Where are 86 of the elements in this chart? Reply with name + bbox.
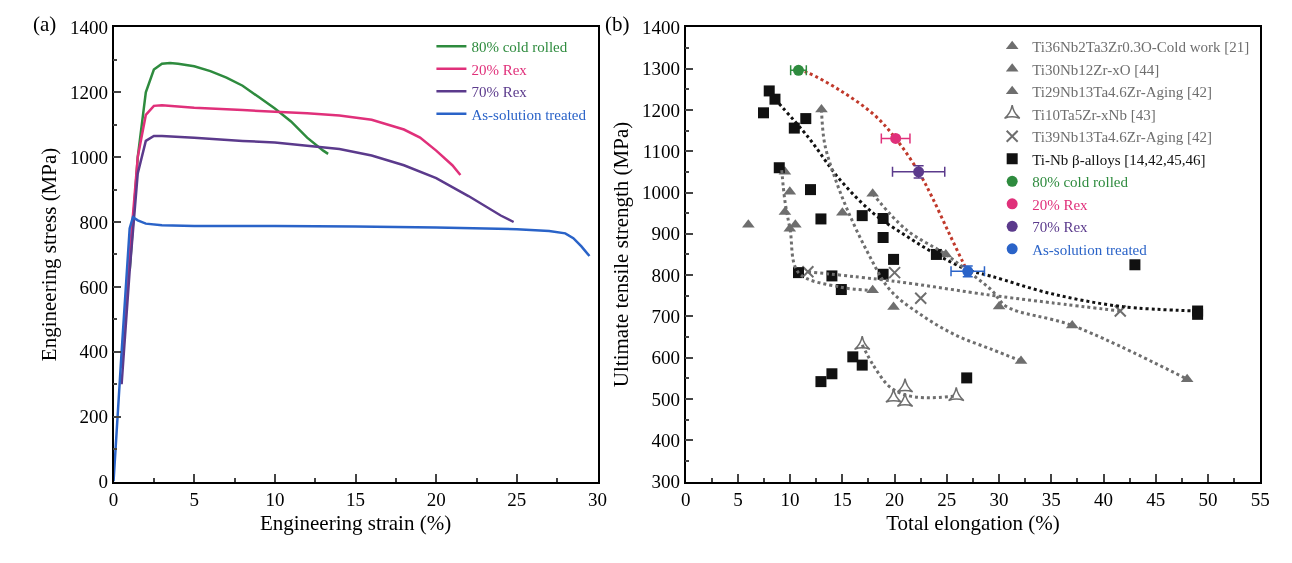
point xyxy=(896,377,914,393)
y-tick-label: 200 xyxy=(79,406,108,428)
point xyxy=(1113,304,1127,318)
y-tick-label: 1400 xyxy=(642,16,681,38)
point xyxy=(805,184,816,196)
y-tick-label: 1200 xyxy=(70,81,108,103)
legend-label: 80% cold rolled xyxy=(1032,174,1129,191)
x-axis-title: Engineering strain (%) xyxy=(259,510,452,535)
x-tick-label: 35 xyxy=(1041,489,1061,511)
point xyxy=(992,300,1006,310)
y-tick-label: 1200 xyxy=(642,99,681,121)
y-tick-label: 1100 xyxy=(642,140,681,162)
x-tick-label: 20 xyxy=(426,489,446,511)
point xyxy=(800,113,812,125)
y-tick-label: 300 xyxy=(651,471,681,493)
line-series xyxy=(113,215,591,482)
y-tick-label: 1000 xyxy=(70,146,108,168)
y-tick-label: 900 xyxy=(651,223,681,245)
x-tick-label: 30 xyxy=(588,489,608,511)
y-tick-label: 1400 xyxy=(70,16,108,38)
point xyxy=(947,386,965,402)
legend-label: 80% cold rolled xyxy=(471,39,568,56)
x-tick-label: 10 xyxy=(265,489,285,511)
point xyxy=(914,291,928,305)
point xyxy=(801,265,815,279)
point xyxy=(773,162,785,174)
legend-label: 70% Rex xyxy=(1032,219,1089,236)
point xyxy=(890,132,902,144)
x-tick-label: 40 xyxy=(1094,489,1114,511)
y-tick-label: 600 xyxy=(79,276,108,298)
legend-label: Ti-Nb β-alloys [14,42,45,46] xyxy=(1032,151,1206,168)
y-axis-title: Ultimate tensile strength (MPa) xyxy=(608,121,633,388)
y-tick-label: 1300 xyxy=(642,58,681,80)
y-tick-label: 700 xyxy=(651,306,681,328)
x-tick-label: 25 xyxy=(507,489,527,511)
point xyxy=(888,266,902,280)
point xyxy=(877,232,889,244)
y-tick-label: 800 xyxy=(651,264,681,286)
x-tick-label: 5 xyxy=(733,489,743,511)
point xyxy=(826,368,838,380)
legend-label: Ti10Ta5Zr-xNb [43] xyxy=(1032,106,1156,123)
y-axis-title: Engineering stress (MPa) xyxy=(36,147,61,362)
x-tick-label: 30 xyxy=(989,489,1009,511)
y-tick-label: 400 xyxy=(79,341,108,363)
y-tick-label: 500 xyxy=(651,388,681,410)
legend-label: As-solution treated xyxy=(1032,241,1148,258)
x-tick-label: 45 xyxy=(1146,489,1166,511)
legend-label: Ti36Nb2Ta3Zr0.3O-Cold work [21] xyxy=(1032,39,1250,56)
x-tick-label: 25 xyxy=(937,489,957,511)
point xyxy=(885,388,902,403)
point xyxy=(788,122,800,134)
x-tick-label: 15 xyxy=(346,489,366,511)
y-tick-label: 0 xyxy=(98,471,108,493)
y-tick-label: 600 xyxy=(651,347,681,369)
point xyxy=(769,93,781,105)
point xyxy=(757,107,769,119)
text: (a) xyxy=(33,12,57,36)
legend-label: 70% Rex xyxy=(471,84,528,101)
x-tick-label: 55 xyxy=(1250,489,1270,511)
point xyxy=(763,85,775,97)
line-series xyxy=(120,134,515,386)
y-tick-label: 400 xyxy=(651,429,681,451)
point xyxy=(815,213,827,225)
x-tick-label: 20 xyxy=(885,489,905,511)
point xyxy=(856,210,868,222)
x-axis-title: Total elongation (%) xyxy=(886,510,1060,535)
text: (b) xyxy=(605,12,630,36)
point xyxy=(856,359,868,371)
y-tick-label: 800 xyxy=(79,211,108,233)
x-tick-label: 10 xyxy=(780,489,800,511)
y-tick-label: 1000 xyxy=(642,182,681,204)
legend-label: Ti29Nb13Ta4.6Zr-Aging [42] xyxy=(1032,84,1212,101)
legend-label: 20% Rex xyxy=(1032,196,1089,213)
point xyxy=(815,376,827,388)
point xyxy=(888,253,900,265)
legend-label: 20% Rex xyxy=(471,61,528,78)
point xyxy=(961,372,973,384)
x-tick-label: 15 xyxy=(832,489,852,511)
point xyxy=(1129,259,1141,271)
legend-label: Ti39Nb13Ta4.6Zr-Aging [42] xyxy=(1032,129,1212,146)
legend-label: Ti30Nb12Zr-xO [44] xyxy=(1032,61,1160,78)
point xyxy=(847,351,859,363)
x-tick-label: 50 xyxy=(1198,489,1218,511)
point xyxy=(853,335,871,351)
legend-label: As-solution treated xyxy=(471,106,587,123)
x-tick-label: 5 xyxy=(189,489,199,511)
